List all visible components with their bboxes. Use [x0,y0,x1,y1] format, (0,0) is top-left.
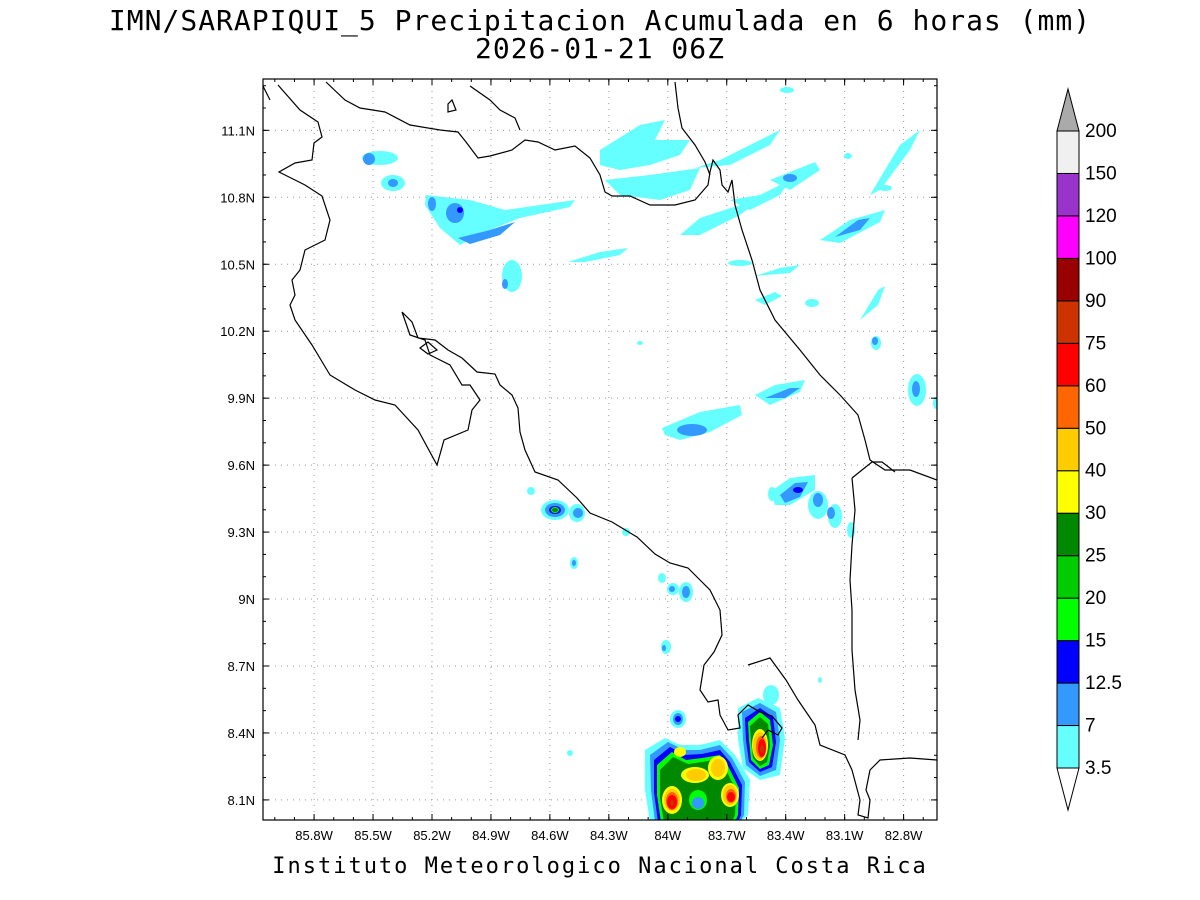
lon-tick-label: 84W [654,828,681,843]
lat-tick-label: 9N [238,592,255,607]
coastlines [263,81,937,819]
lon-tick-label: 83.4W [767,828,805,843]
colorbar-label: 12.5 [1085,673,1122,694]
colorbar-label: 30 [1085,503,1106,524]
colorbar-label: 40 [1085,461,1106,482]
map-axes: 85.8W 85.5W 85.2W 84.9W 84.6W 84.3W 84W 83.7W 83… [220,79,937,843]
colorbar: 3.5 7 12.5 15 20 25 30 40 50 60 75 90 100 120 150 200 [1056,87,1122,812]
colorbar-label: 7 [1085,716,1096,737]
colorbar-segment [1056,725,1080,769]
lat-tick-label: 10.2N [220,324,255,339]
lon-tick-label: 85.5W [354,828,392,843]
lon-tick-label: 82.8W [885,828,923,843]
colorbar-segment [1056,470,1080,514]
lon-tick-label: 83.1W [826,828,864,843]
colorbar-label: 15 [1085,631,1106,652]
colorbar-label: 120 [1085,206,1117,227]
colorbar-label: 90 [1085,291,1106,312]
colorbar-segment [1056,215,1080,259]
colorbar-label: 200 [1085,121,1117,142]
colorbar-segment [1056,597,1080,642]
colorbar-segment [1056,342,1080,387]
lon-tick-label: 84.6W [531,828,569,843]
lat-tick-label: 8.1N [228,793,255,808]
lat-tick-label: 10.8N [220,190,255,205]
colorbar-segment [1056,385,1080,429]
lon-tick-label: 85.2W [413,828,451,843]
colorbar-label: 20 [1085,588,1106,609]
lat-tick-label: 9.6N [228,458,255,473]
colorbar-segment [1056,257,1080,302]
lon-tick-label: 83.7W [708,828,746,843]
colorbar-label: 3.5 [1085,758,1111,779]
colorbar-segment [1056,130,1080,174]
colorbar-segment [1056,555,1080,599]
lon-tick-label: 84.9W [472,828,510,843]
lat-tick-label: 8.7N [228,659,255,674]
precipitation-field [362,87,937,820]
colorbar-label: 150 [1085,163,1117,184]
map-frame [262,78,938,821]
colorbar-label: 50 [1085,418,1106,439]
lat-tick-label: 11.1N [221,123,255,138]
lon-tick-label: 84.3W [590,828,628,843]
lat-tick-label: 9.3N [228,525,255,540]
colorbar-min-arrow [1056,767,1080,812]
map-title: IMN/SARAPIQUI_5 Precipitacion Acumulada … [108,4,1092,37]
lat-tick-label: 8.4N [228,726,255,741]
lon-tick-label: 85.8W [295,828,333,843]
colorbar-segment [1056,427,1080,472]
map-subtitle: 2026-01-21 06Z [474,32,725,65]
colorbar-label: 100 [1085,248,1117,269]
colorbar-segment [1056,640,1080,684]
colorbar-max-arrow [1056,87,1080,132]
colorbar-segment [1056,172,1080,217]
map-gridlines [263,79,937,820]
lat-tick-label: 9.9N [228,391,255,406]
footer-credit: Instituto Meteorologico Nacional Costa R… [272,854,928,879]
colorbar-segment [1056,512,1080,557]
colorbar-label: 75 [1085,333,1106,354]
colorbar-label: 60 [1085,376,1106,397]
colorbar-segment [1056,682,1080,727]
colorbar-label: 25 [1085,546,1106,567]
colorbar-segment [1056,300,1080,344]
lat-tick-label: 10.5N [220,257,255,272]
